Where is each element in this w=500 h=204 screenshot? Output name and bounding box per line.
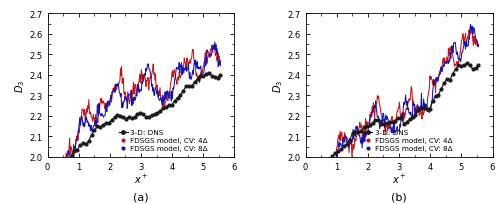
Legend: 3-D: DNS, FDSGS model, CV: 4Δ, FDSGS model, CV: 8Δ: 3-D: DNS, FDSGS model, CV: 4Δ, FDSGS mod… — [363, 129, 454, 152]
X-axis label: $x^+$: $x^+$ — [134, 172, 148, 185]
Text: (b): (b) — [391, 191, 407, 201]
X-axis label: $x^+$: $x^+$ — [392, 172, 406, 185]
Y-axis label: $D_3$: $D_3$ — [271, 79, 284, 92]
Y-axis label: $D_3$: $D_3$ — [13, 79, 26, 92]
Legend: 3-D: DNS, FDSGS model, CV: 4Δ, FDSGS model, CV: 8Δ: 3-D: DNS, FDSGS model, CV: 4Δ, FDSGS mod… — [118, 129, 208, 152]
Text: (a): (a) — [133, 191, 149, 201]
